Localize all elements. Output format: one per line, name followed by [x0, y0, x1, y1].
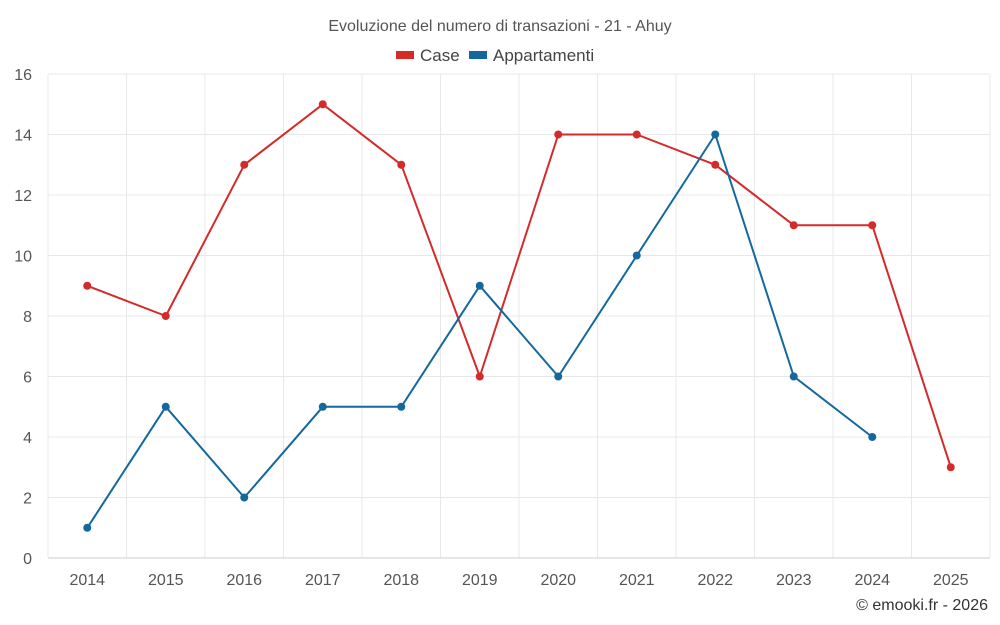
data-point	[632, 130, 641, 139]
y-tick-label: 0	[23, 551, 32, 568]
y-tick-label: 12	[14, 188, 32, 205]
chart-title: Evoluzione del numero di transazioni - 2…	[328, 18, 671, 35]
series-line	[86, 103, 952, 468]
series-appartamenti	[83, 130, 877, 532]
x-tick-label: 2021	[619, 572, 655, 589]
y-tick-label: 4	[23, 430, 32, 447]
x-tick-label: 2018	[383, 572, 419, 589]
legend: Case Appartamenti	[396, 46, 594, 65]
x-tick-label: 2019	[462, 572, 498, 589]
x-tick-label: 2016	[226, 572, 262, 589]
data-point	[318, 100, 327, 109]
data-point	[161, 312, 170, 320]
data-point	[161, 402, 170, 411]
data-point	[868, 221, 877, 230]
data-point	[475, 281, 484, 290]
legend-label: Case	[420, 46, 460, 65]
data-point	[711, 160, 720, 169]
x-tick-label: 2015	[148, 572, 184, 589]
x-tick-label: 2017	[305, 572, 341, 589]
grid-lines	[47, 73, 991, 559]
series-layer	[83, 100, 955, 532]
data-point	[240, 493, 249, 502]
data-point	[946, 463, 955, 472]
legend-swatch	[396, 51, 414, 59]
data-point	[475, 372, 484, 381]
data-point	[789, 372, 798, 381]
legend-swatch	[469, 51, 487, 59]
x-tick-label: 2023	[776, 572, 812, 589]
series-case	[83, 100, 955, 472]
x-tick-label: 2014	[69, 572, 105, 589]
x-axis: 2014 2015 2016 2017 2018 2019 2020 2021 2022 2023…	[69, 572, 968, 589]
y-tick-label: 10	[14, 249, 32, 266]
data-point	[554, 130, 563, 139]
y-tick-label: 6	[23, 370, 32, 387]
y-tick-label: 8	[23, 309, 32, 326]
data-point	[789, 221, 798, 230]
data-point	[397, 160, 406, 169]
x-tick-label: 2022	[697, 572, 733, 589]
legend-label: Appartamenti	[493, 46, 594, 65]
data-point	[711, 130, 720, 139]
data-point	[554, 372, 563, 381]
x-tick-label: 2025	[933, 572, 969, 589]
x-tick-label: 2024	[854, 572, 890, 589]
credit-text: © emooki.fr - 2026	[856, 597, 988, 614]
data-point	[632, 251, 641, 260]
y-axis: 0 2 4 6 8 10 12 14 16	[14, 67, 32, 568]
data-point	[397, 402, 406, 411]
y-tick-label: 2	[23, 491, 32, 508]
data-point	[83, 281, 92, 290]
data-point	[240, 160, 249, 169]
data-point	[83, 523, 92, 532]
x-tick-label: 2020	[540, 572, 576, 589]
y-tick-label: 14	[14, 128, 32, 145]
y-tick-label: 16	[14, 67, 32, 84]
data-point	[868, 433, 877, 441]
data-point	[318, 402, 327, 411]
